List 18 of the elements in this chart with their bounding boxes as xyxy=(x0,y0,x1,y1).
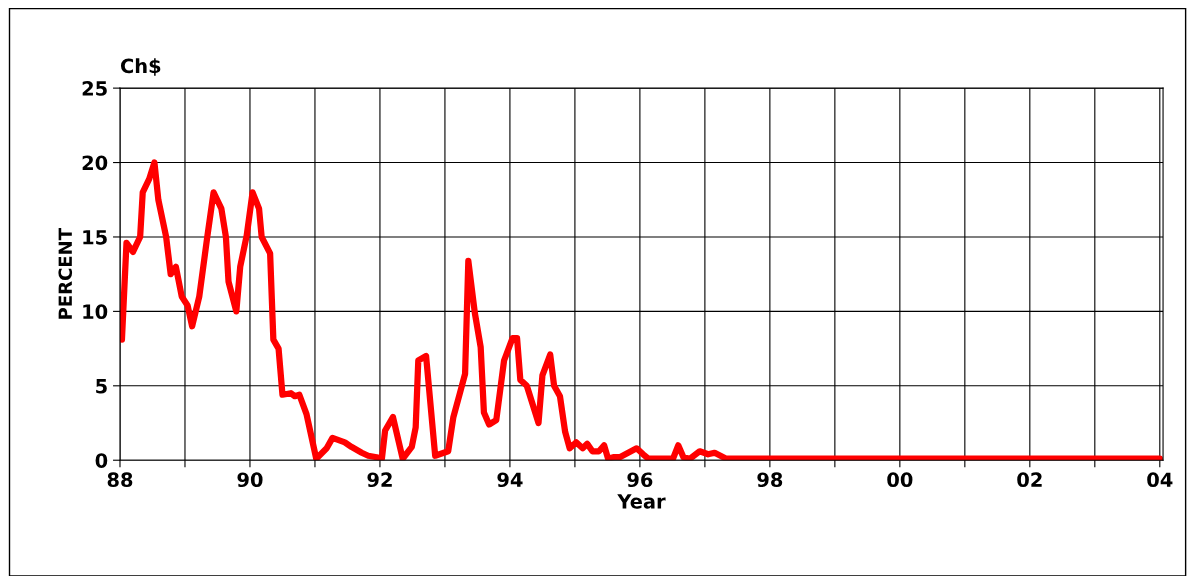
y-tick-label: 20 xyxy=(82,155,108,171)
x-tick-label: 96 xyxy=(627,472,653,488)
x-tick-label: 88 xyxy=(107,472,133,488)
x-tick-label: 02 xyxy=(1017,472,1042,488)
x-tick-label: 90 xyxy=(237,472,263,488)
y-tick-label: 10 xyxy=(83,304,108,320)
x-tick-label: 98 xyxy=(757,472,783,488)
y-tick-label: 15 xyxy=(83,230,107,245)
text: Ch$ xyxy=(120,58,161,76)
y-tick-label: 0 xyxy=(95,453,108,468)
x-tick-label: 00 xyxy=(887,472,913,488)
x-tick-label: 04 xyxy=(1147,472,1173,488)
y-tick-label: 25 xyxy=(82,81,107,96)
x-tick-label: 94 xyxy=(497,472,523,488)
x-tick-label: 92 xyxy=(367,472,392,488)
y-tick-label: 5 xyxy=(96,379,107,394)
y-axis-title: PERCENT xyxy=(58,228,73,319)
x-axis-title: Year xyxy=(617,494,666,509)
